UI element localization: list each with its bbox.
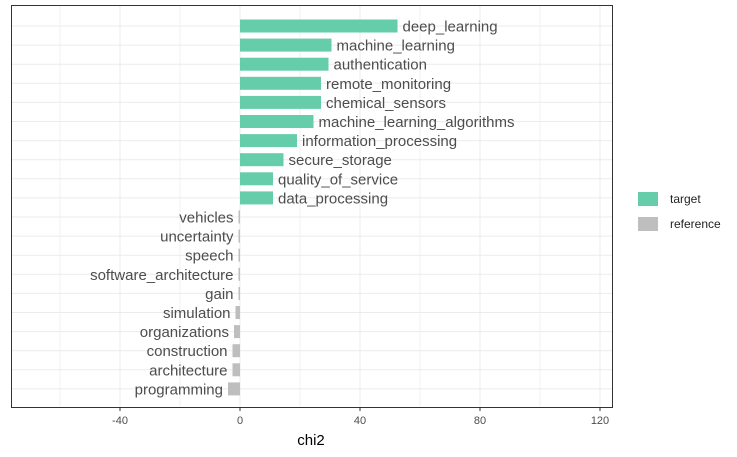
bar-label-deep_learning: deep_learning <box>403 19 498 36</box>
legend-key-target <box>638 192 658 206</box>
bar-label-organizations: organizations <box>140 324 229 341</box>
bar-simulation <box>235 306 240 319</box>
x-tick-label: -40 <box>112 415 128 427</box>
bar-uncertainty <box>238 229 240 243</box>
bar-gain <box>238 286 240 300</box>
bar-label-information_processing: information_processing <box>302 133 457 150</box>
bar-label-simulation: simulation <box>163 305 231 322</box>
bar-programming <box>228 382 240 396</box>
bars-layer <box>228 19 398 396</box>
bar-deep_learning <box>240 19 398 33</box>
bar-authentication <box>240 57 329 71</box>
legend-key-reference <box>638 217 658 231</box>
bar-quality_of_service <box>240 172 273 186</box>
legend: target reference <box>638 188 721 238</box>
bar-label-gain: gain <box>205 286 233 303</box>
bar-remote_monitoring <box>240 76 321 90</box>
legend-label-reference: reference <box>670 217 721 231</box>
plot-panel-border <box>11 5 613 408</box>
bar-labels-layer: deep_learning machine_learning authenticat… <box>90 19 514 399</box>
x-tick-label: 0 <box>237 415 243 427</box>
bar-label-vehicles: vehicles <box>179 210 233 227</box>
bar-label-uncertainty: uncertainty <box>160 229 234 246</box>
bar-label-machine_learning: machine_learning <box>337 38 455 55</box>
legend-label-target: target <box>670 192 701 206</box>
bar-architecture <box>232 363 240 377</box>
bar-data_processing <box>240 191 273 205</box>
bar-information_processing <box>240 134 297 148</box>
bar-label-architecture: architecture <box>149 362 227 379</box>
bar-label-speech: speech <box>185 248 233 265</box>
bar-label-secure_storage: secure_storage <box>289 152 392 169</box>
bar-label-software_architecture: software_architecture <box>90 267 233 284</box>
legend-item-target: target <box>638 188 721 210</box>
x-tick-label: 40 <box>354 415 366 427</box>
bar-chemical_sensors <box>240 95 321 109</box>
bar-construction <box>232 344 240 358</box>
bar-label-programming: programming <box>135 381 223 398</box>
bar-machine_learning <box>240 38 332 52</box>
x-axis-title: chi2 <box>297 432 325 449</box>
bar-label-authentication: authentication <box>334 57 427 74</box>
bar-secure_storage <box>240 153 284 167</box>
bar-label-chemical_sensors: chemical_sensors <box>326 95 446 112</box>
bar-label-data_processing: data_processing <box>278 190 388 207</box>
x-axis: -40 0 40 80 120 <box>112 407 609 427</box>
bar-software_architecture <box>238 267 240 281</box>
bar-label-quality_of_service: quality_of_service <box>278 171 398 188</box>
bar-organizations <box>234 325 240 339</box>
bar-label-machine_learning_algorithms: machine_learning_algorithms <box>319 114 515 131</box>
legend-item-reference: reference <box>638 213 721 235</box>
x-tick-label: 120 <box>591 415 609 427</box>
bar-machine_learning_algorithms <box>240 115 314 128</box>
bar-vehicles <box>238 210 240 224</box>
bar-speech <box>238 248 240 262</box>
bar-label-construction: construction <box>147 343 228 360</box>
x-tick-label: 80 <box>474 415 486 427</box>
bar-label-remote_monitoring: remote_monitoring <box>326 76 451 93</box>
